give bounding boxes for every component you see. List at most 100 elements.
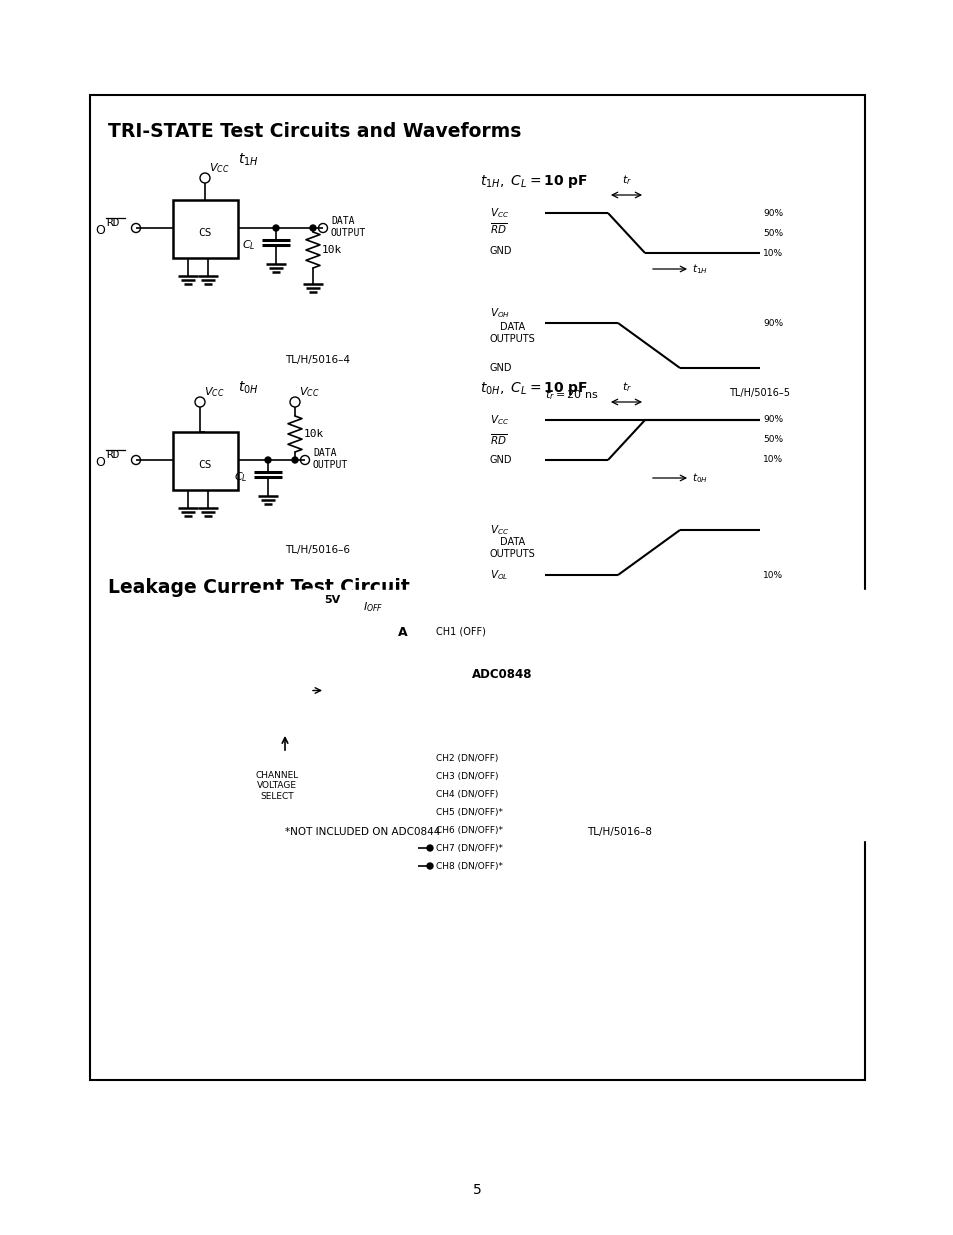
Text: $V_{CC}$: $V_{CC}$	[490, 206, 509, 220]
Text: 5V: 5V	[325, 597, 341, 606]
Circle shape	[427, 760, 433, 766]
Circle shape	[355, 614, 360, 620]
Text: O: O	[95, 457, 105, 469]
Text: $t_{1H},\ C_L = \mathbf{10\ pF}$: $t_{1H},\ C_L = \mathbf{10\ pF}$	[479, 173, 587, 190]
Text: $V_{CC}$: $V_{CC}$	[209, 162, 230, 175]
Circle shape	[427, 809, 433, 815]
Bar	[285, 618, 385, 763]
Text: $V_{CC}$: $V_{CC}$	[298, 385, 319, 399]
Text: 10%: 10%	[762, 571, 782, 579]
Text: $C_L$: $C_L$	[242, 238, 255, 252]
Text: DATA
OUTPUT: DATA OUTPUT	[313, 448, 348, 469]
Text: CH6 (DN/OFF)*: CH6 (DN/OFF)*	[436, 825, 502, 835]
Text: $\overline{RD}$: $\overline{RD}$	[490, 221, 507, 236]
Text: TRI-STATE Test Circuits and Waveforms: TRI-STATE Test Circuits and Waveforms	[108, 122, 521, 141]
Text: GND: GND	[490, 363, 512, 373]
Text: TL/H/5016–6: TL/H/5016–6	[285, 545, 350, 555]
Text: 10%: 10%	[762, 248, 782, 258]
Circle shape	[427, 827, 433, 832]
Circle shape	[390, 619, 416, 645]
Text: $t_r$: $t_r$	[620, 380, 631, 394]
Text: $t_r = 20\ \mathrm{ns}$: $t_r = 20\ \mathrm{ns}$	[544, 388, 598, 401]
Circle shape	[427, 629, 433, 635]
Text: $V_{OH}$: $V_{OH}$	[490, 306, 510, 320]
Bar	[172, 432, 237, 490]
Circle shape	[355, 625, 360, 631]
Text: $I_{OFF}$: $I_{OFF}$	[362, 600, 382, 614]
Circle shape	[132, 456, 140, 464]
Text: 10k: 10k	[322, 245, 342, 254]
Text: $C_L$: $C_L$	[234, 471, 248, 484]
Bar	[172, 200, 237, 258]
Text: TL/H/5016–7: TL/H/5016–7	[728, 595, 789, 605]
Text: $t_r = 20\ \mathrm{ns}$: $t_r = 20\ \mathrm{ns}$	[544, 595, 598, 609]
Text: 10%: 10%	[762, 456, 782, 464]
Bar	[90, 95, 864, 1079]
Text: $\overline{RD}$: $\overline{RD}$	[490, 432, 507, 447]
Text: CH7 (DN/OFF)*: CH7 (DN/OFF)*	[436, 844, 502, 852]
Text: A: A	[397, 625, 407, 638]
Circle shape	[194, 396, 205, 408]
Text: $V_{OL}$: $V_{OL}$	[490, 568, 508, 582]
Circle shape	[427, 773, 433, 779]
Circle shape	[316, 604, 323, 610]
Bar	[260, 590, 879, 840]
Text: CH1 (OFF): CH1 (OFF)	[436, 627, 485, 637]
Text: 90%: 90%	[762, 319, 782, 327]
Text: $t_{1H}$: $t_{1H}$	[691, 262, 707, 275]
Text: 10k: 10k	[304, 429, 324, 438]
Circle shape	[427, 845, 433, 851]
Text: O: O	[95, 225, 105, 237]
Text: $V_{CC}$: $V_{CC}$	[490, 412, 509, 427]
Text: $t_{1H}$: $t_{1H}$	[237, 152, 258, 168]
Circle shape	[381, 625, 388, 631]
Text: CH5 (DN/OFF)*: CH5 (DN/OFF)*	[436, 808, 502, 816]
Text: RD: RD	[106, 450, 119, 459]
Circle shape	[282, 614, 288, 620]
Bar	[285, 615, 390, 769]
Text: CH8 (DN/OFF)*: CH8 (DN/OFF)*	[436, 862, 502, 871]
Text: GND: GND	[490, 454, 512, 466]
Text: ADC0848: ADC0848	[472, 667, 532, 680]
Text: DATA
OUTPUTS: DATA OUTPUTS	[490, 322, 536, 343]
Text: CH4 (DN/OFF): CH4 (DN/OFF)	[436, 789, 497, 799]
Circle shape	[290, 396, 299, 408]
Text: 5V: 5V	[324, 595, 340, 605]
Text: TL/H/5016–5: TL/H/5016–5	[728, 388, 789, 398]
Text: 50%: 50%	[762, 228, 782, 237]
Text: DATA
OUTPUT: DATA OUTPUT	[331, 216, 366, 237]
Circle shape	[427, 863, 433, 869]
Text: *NOT INCLUDED ON ADC0844: *NOT INCLUDED ON ADC0844	[285, 827, 440, 837]
Text: CS: CS	[198, 228, 212, 238]
Circle shape	[427, 755, 433, 761]
Circle shape	[316, 619, 323, 625]
Text: 90%: 90%	[762, 415, 782, 425]
Circle shape	[265, 457, 271, 463]
Circle shape	[292, 457, 297, 463]
Bar	[430, 614, 575, 809]
Text: $t_{0H}$: $t_{0H}$	[691, 471, 707, 485]
Text: CHANNEL
VOLTAGE
SELECT: CHANNEL VOLTAGE SELECT	[255, 771, 298, 800]
Text: $t_r$: $t_r$	[620, 173, 631, 186]
Circle shape	[282, 760, 288, 766]
Circle shape	[318, 224, 327, 232]
Circle shape	[200, 173, 210, 183]
Circle shape	[132, 224, 140, 232]
Text: TL/H/5016–4: TL/H/5016–4	[285, 354, 350, 366]
Text: GND: GND	[490, 246, 512, 256]
Text: CS: CS	[198, 459, 212, 471]
Text: $t_{0H}$: $t_{0H}$	[237, 380, 258, 396]
Circle shape	[300, 456, 309, 464]
Text: $V_{CC}$: $V_{CC}$	[490, 524, 509, 537]
Text: 50%: 50%	[762, 436, 782, 445]
Text: CH3 (DN/OFF): CH3 (DN/OFF)	[436, 772, 498, 781]
Text: TL/H/5016–8: TL/H/5016–8	[586, 827, 651, 837]
Text: Leakage Current Test Circuit: Leakage Current Test Circuit	[108, 578, 410, 597]
Circle shape	[427, 790, 433, 797]
Text: 5: 5	[472, 1183, 481, 1197]
Circle shape	[273, 225, 278, 231]
Text: RD: RD	[106, 219, 119, 228]
Text: $V_{CC}$: $V_{CC}$	[204, 385, 224, 399]
Text: CH2 (DN/OFF): CH2 (DN/OFF)	[436, 753, 497, 762]
Text: 90%: 90%	[762, 209, 782, 217]
